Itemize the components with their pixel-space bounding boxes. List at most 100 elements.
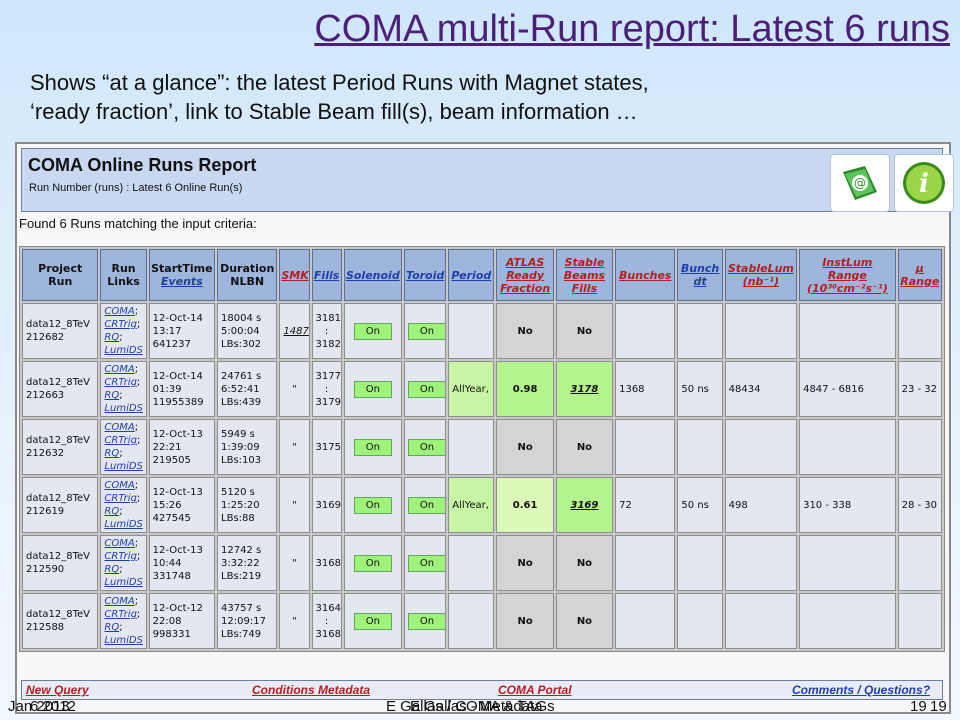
stable-beam-fill-cell[interactable]: 3178 [555, 361, 614, 417]
col-stable-lum[interactable]: StableLum (nb⁻¹) [724, 249, 798, 301]
smk-cell[interactable]: 1487 [279, 303, 310, 359]
solenoid-cell: On [343, 361, 402, 417]
rq-link[interactable]: RQ [104, 622, 120, 633]
crtrig-link[interactable]: CRTrig [104, 377, 137, 388]
stable-lum-cell: 498 [724, 477, 798, 533]
col-smk[interactable]: SMK [279, 249, 310, 301]
col-fills[interactable]: Fills [311, 249, 342, 301]
rq-link[interactable]: RQ [104, 564, 120, 575]
lumids-link[interactable]: LumiDS [104, 577, 143, 588]
col-stable-beams[interactable]: Stable Beams Fills [555, 249, 614, 301]
solenoid-cell: On [343, 477, 402, 533]
conditions-metadata-link[interactable]: Conditions Metadata [252, 683, 371, 697]
smk-cell: " [279, 593, 310, 649]
crtrig-link[interactable]: CRTrig [104, 551, 137, 562]
fill-number: 3179 [315, 396, 341, 408]
rq-link[interactable]: RQ [104, 332, 120, 343]
col-mu-range[interactable]: μ Range [897, 249, 942, 301]
lumids-link[interactable]: LumiDS [104, 519, 143, 530]
col-bunches[interactable]: Bunches [615, 249, 676, 301]
fills-cell: 3164:3168 [311, 593, 342, 649]
col-period[interactable]: Period [448, 249, 495, 301]
col-toroid[interactable]: Toroid [403, 249, 447, 301]
bunch-dt-cell [677, 593, 723, 649]
col-project-run[interactable]: Project Run [22, 249, 99, 301]
solenoid-cell: On [343, 303, 402, 359]
lb-count: LBs:103 [221, 454, 262, 466]
report-header: COMA Online Runs Report Run Number (runs… [21, 148, 954, 212]
col-instlum[interactable]: InstLum Range (10³⁰cm⁻²s⁻¹) [799, 249, 896, 301]
subtitle-line-2: ‘ready fraction’, link to Stable Beam fi… [30, 99, 638, 124]
lumids-link[interactable]: LumiDS [104, 403, 143, 414]
col-solenoid[interactable]: Solenoid [343, 249, 402, 301]
run-number: 212619 [26, 506, 65, 517]
lumids-link[interactable]: LumiDS [104, 461, 143, 472]
bunches-cell: 1368 [615, 361, 676, 417]
start-date: 12-Oct-13 [152, 544, 203, 556]
ready-fraction-cell: No [496, 419, 554, 475]
fills-cell: 3175 [311, 419, 342, 475]
col-bunch-dt[interactable]: Bunch dt [677, 249, 723, 301]
comments-questions-link[interactable]: Comments / Questions? [792, 683, 931, 697]
bunches-cell [615, 593, 676, 649]
crtrig-link[interactable]: CRTrig [104, 609, 137, 620]
fill-number: 3164 [315, 602, 341, 614]
duration-cell: 24761 s 6:52:41 LBs:439 [217, 361, 278, 417]
project-run-cell: data12_8TeV 212663 [22, 361, 99, 417]
lumids-link[interactable]: LumiDS [104, 345, 143, 356]
toroid-cell: On [403, 535, 447, 591]
subtitle-line-1: Shows “at a glance”: the latest Period R… [30, 70, 649, 95]
stable-beam-fill-cell[interactable]: 3169 [555, 477, 614, 533]
solenoid-state: On [353, 496, 392, 514]
duration-seconds: 43757 s [221, 602, 262, 614]
coma-link[interactable]: COMA [104, 596, 135, 607]
start-time: 10:44 [152, 557, 182, 569]
solenoid-state: On [353, 612, 392, 630]
col-start-time[interactable]: StartTime Events [148, 249, 216, 301]
crtrig-link[interactable]: CRTrig [104, 435, 137, 446]
start-time-cell: 12-Oct-14 01:39 11955389 [148, 361, 216, 417]
run-links-cell: COMA; CRTrig; RQ; LumiDS [100, 303, 147, 359]
col-atlas-ready[interactable]: ATLAS Ready Fraction [496, 249, 554, 301]
coma-portal-link[interactable]: COMA Portal [498, 683, 572, 697]
instlum-range-cell [799, 303, 896, 359]
mu-range-cell [897, 535, 942, 591]
footer-page-number: 19 [910, 698, 927, 715]
start-date: 12-Oct-14 [152, 312, 203, 324]
footer-author-text: E Gallas / COMA & TAGs [386, 698, 555, 715]
lumids-link[interactable]: LumiDS [104, 635, 143, 646]
stable-beam-fill-cell: No [555, 303, 614, 359]
new-query-link[interactable]: New Query [26, 683, 89, 697]
run-links-cell: COMA; CRTrig; RQ; LumiDS [100, 593, 147, 649]
lb-count: LBs:439 [221, 396, 262, 408]
smk-cell: " [279, 477, 310, 533]
bunches-cell [615, 419, 676, 475]
crtrig-link[interactable]: CRTrig [104, 493, 137, 504]
coma-link[interactable]: COMA [104, 306, 135, 317]
start-time-cell: 12-Oct-13 10:44 331748 [148, 535, 216, 591]
fills-cell: 3168 [311, 535, 342, 591]
coma-link[interactable]: COMA [104, 480, 135, 491]
event-count: 641237 [152, 338, 191, 350]
footer-date: Jan 2013 [8, 698, 70, 715]
duration-seconds: 12742 s [221, 544, 262, 556]
lb-count: LBs:749 [221, 628, 262, 640]
crtrig-link[interactable]: CRTrig [104, 319, 137, 330]
coma-link[interactable]: COMA [104, 364, 135, 375]
toroid-cell: On [403, 477, 447, 533]
start-time-cell: 12-Oct-13 22:21 219505 [148, 419, 216, 475]
duration-cell: 5120 s 1:25:20 LBs:88 [217, 477, 278, 533]
start-time: 22:21 [152, 441, 182, 453]
rq-link[interactable]: RQ [104, 448, 120, 459]
coma-link[interactable]: COMA [104, 538, 135, 549]
toroid-cell: On [403, 419, 447, 475]
email-icon[interactable]: @ [830, 154, 890, 212]
run-links-cell: COMA; CRTrig; RQ; LumiDS [100, 535, 147, 591]
rq-link[interactable]: RQ [104, 506, 120, 517]
fill-number: 3168 [315, 557, 341, 569]
rq-link[interactable]: RQ [104, 390, 120, 401]
stable-lum-cell [724, 303, 798, 359]
info-icon[interactable]: i [894, 154, 954, 212]
run-links-cell: COMA; CRTrig; RQ; LumiDS [100, 419, 147, 475]
coma-link[interactable]: COMA [104, 422, 135, 433]
